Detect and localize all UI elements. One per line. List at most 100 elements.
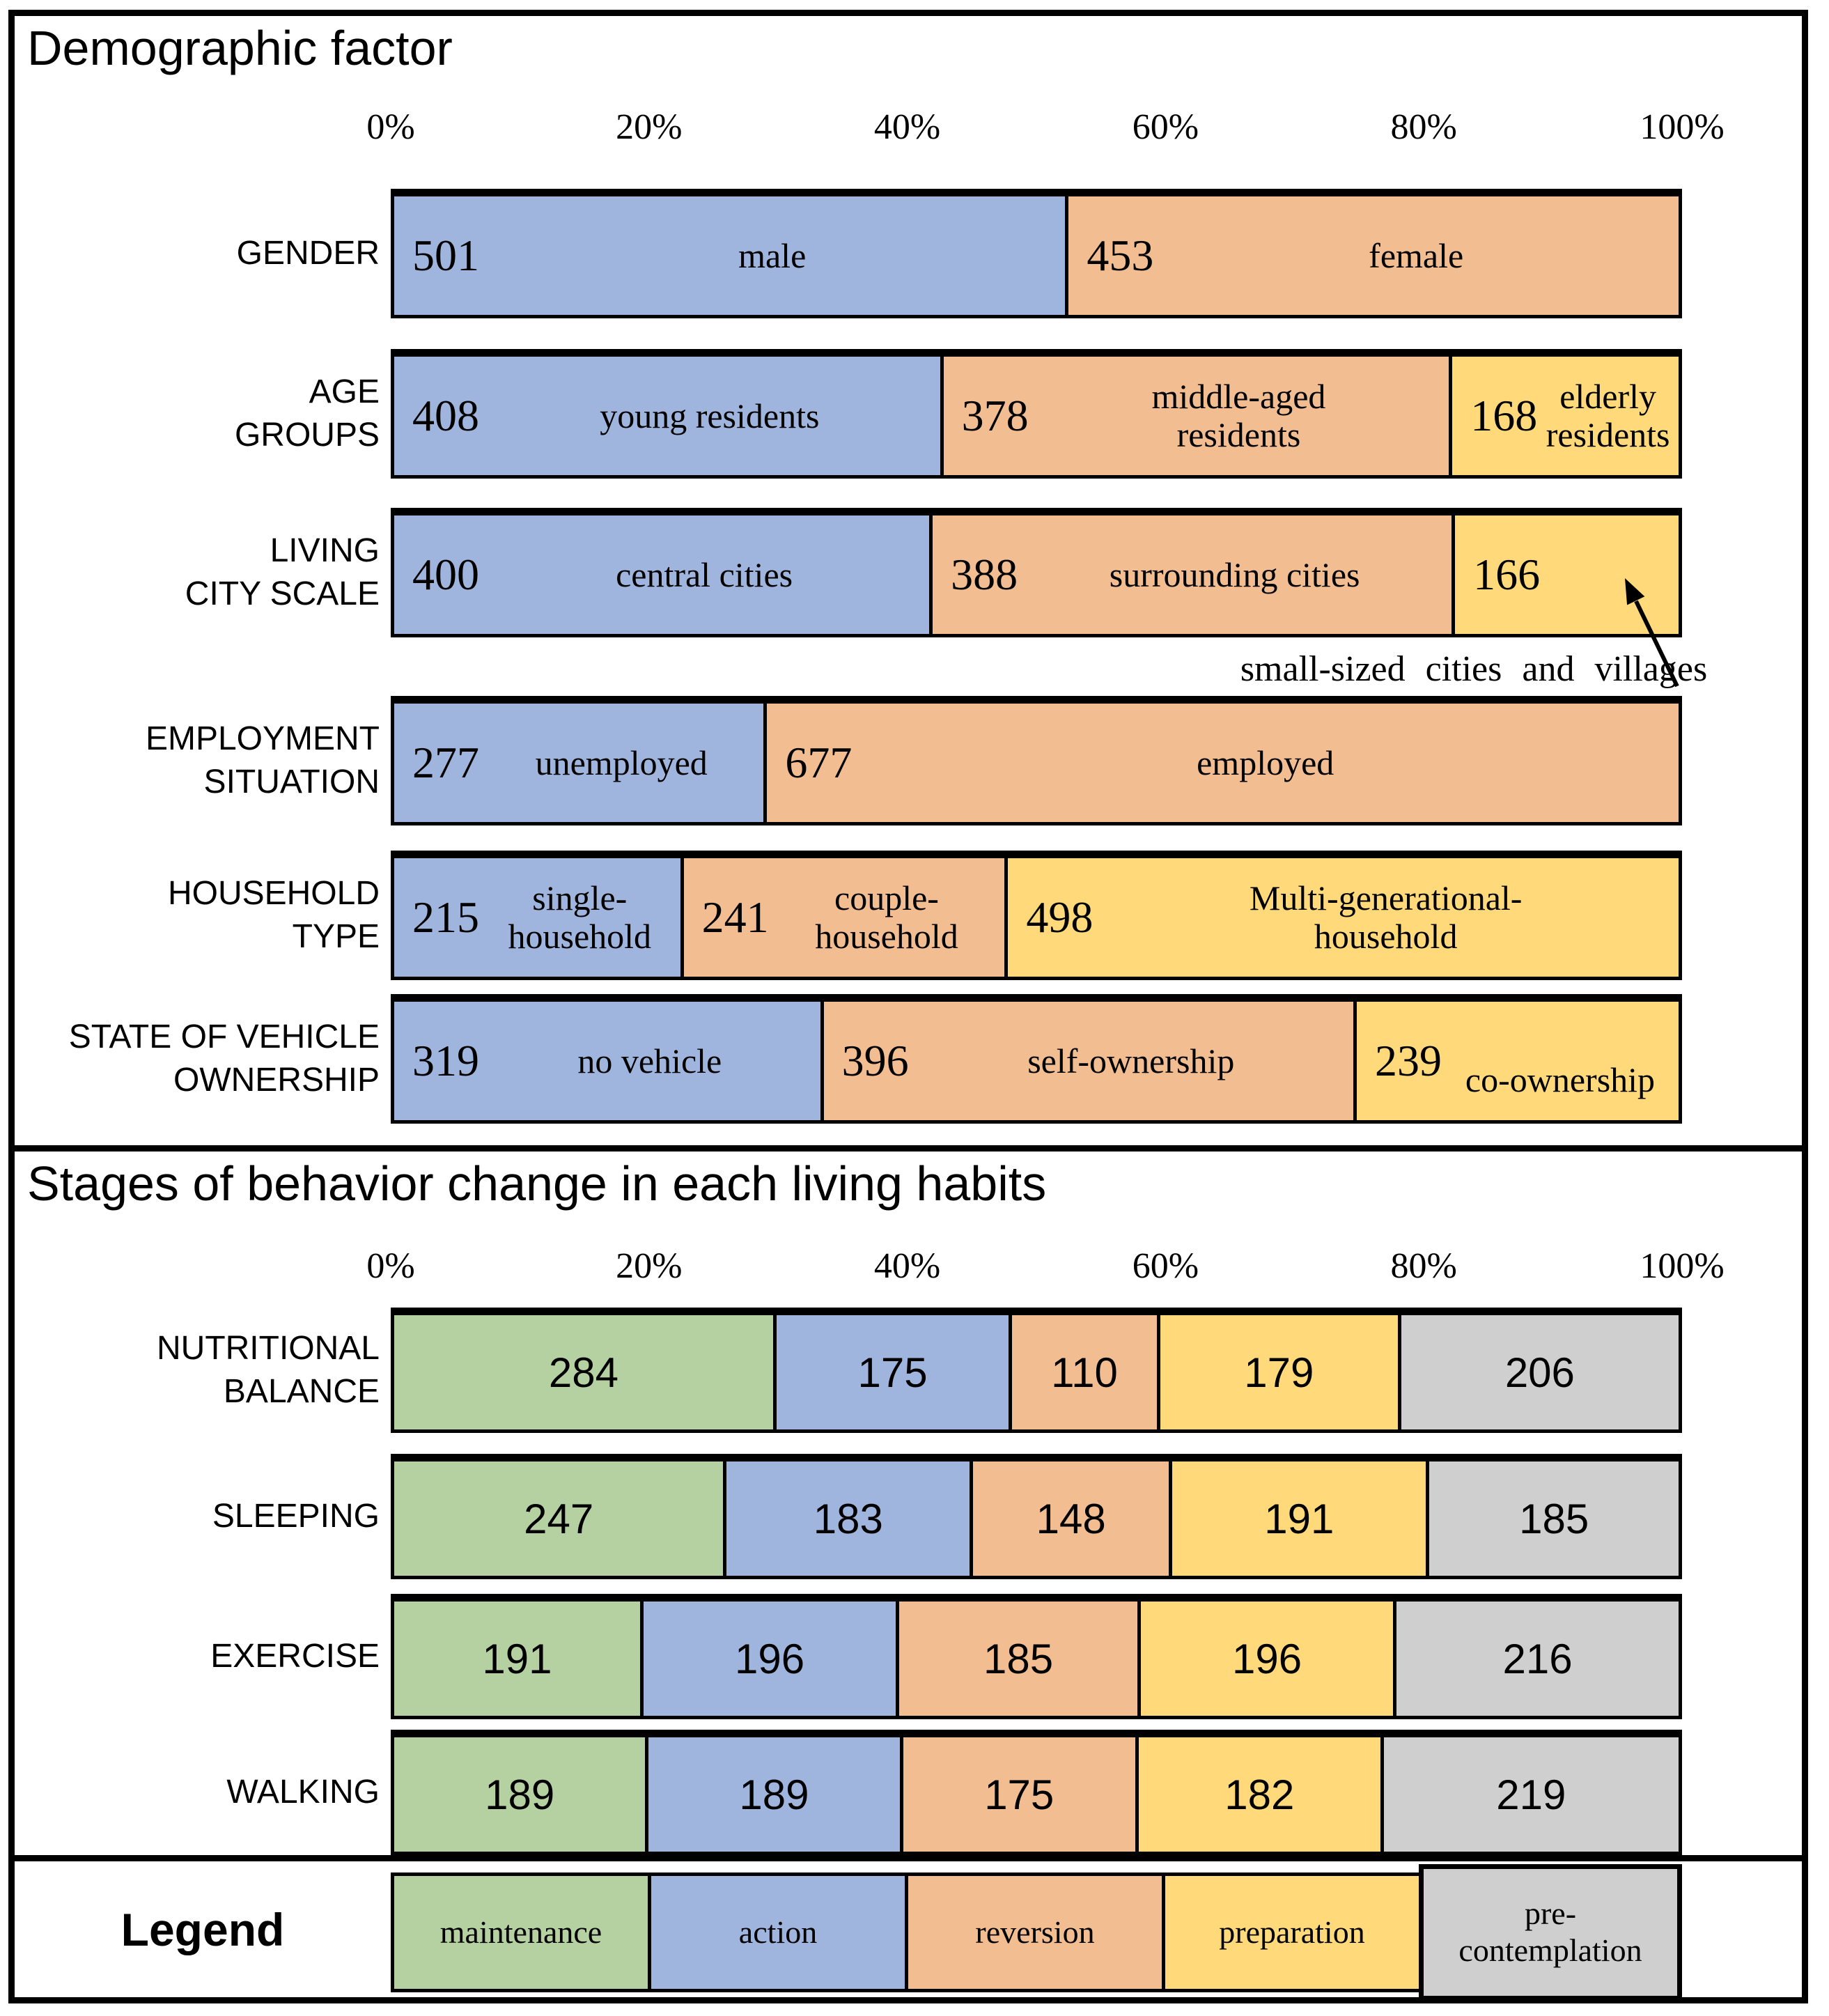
segment-value: 677 — [785, 738, 853, 787]
bar-segment: 501 male — [394, 196, 1069, 315]
segment-label: male — [738, 235, 807, 275]
segment-label: no vehicle — [577, 1041, 722, 1080]
bar-segment: 196 — [643, 1602, 900, 1716]
segment-value: 175 — [984, 1771, 1054, 1818]
axis-tick-label: 40% — [873, 1246, 941, 1286]
bar-segment: 191 — [394, 1602, 644, 1716]
axis-tick-label: 20% — [616, 107, 683, 147]
segment-label: surrounding cities — [1109, 555, 1360, 594]
annotation-small-sized-cities: small-sized cities and villages — [1240, 649, 1708, 689]
panel-stages: Stages of behavior change in each living… — [15, 1152, 1802, 1861]
bar-segment: 277 unemployed — [394, 704, 768, 822]
row-label: AGE GROUPS — [234, 373, 380, 453]
bar-segment: 183 — [726, 1461, 974, 1576]
segment-value: 216 — [1502, 1635, 1573, 1682]
segment-label: couple- household — [815, 878, 958, 956]
bar-segment: 179 — [1160, 1315, 1401, 1429]
bar-segment: 185 — [899, 1602, 1141, 1716]
panel-demographic-title: Demographic factor — [27, 21, 453, 75]
panel-demographic: Demographic factor 0% 20% 40% 60% 80% 100% GE… — [15, 16, 1802, 1152]
bar-segment: 189 — [648, 1737, 903, 1852]
bar-segment: 215 single- household — [394, 858, 684, 977]
axis-tick-label: 60% — [1132, 107, 1199, 147]
segment-label: central cities — [616, 555, 793, 594]
legend-panel: Legend maintenance action reversion prepara… — [15, 1861, 1802, 2001]
legend-strip: maintenance action reversion preparation pre… — [391, 1864, 1682, 2001]
bar-segment: 216 — [1396, 1602, 1679, 1716]
bar-segment: 110 — [1012, 1315, 1160, 1429]
bar-segment: 175 — [776, 1315, 1013, 1429]
bar-segment: 400 central cities — [394, 515, 933, 634]
segment-value: 110 — [1051, 1349, 1118, 1396]
annotation-arrow-icon — [1625, 578, 1679, 688]
segment-value: 166 — [1473, 550, 1541, 599]
figure-border: Demographic factor 0% 20% 40% 60% 80% 100% GE… — [8, 10, 1808, 2003]
bar-row: 277 unemployed 677 employed — [391, 696, 1682, 825]
segment-value: 189 — [739, 1771, 809, 1818]
segment-label: co-ownership — [1465, 1060, 1656, 1099]
segment-label: young residents — [600, 396, 820, 435]
segment-value: 453 — [1087, 231, 1154, 280]
segment-value: 191 — [1264, 1495, 1334, 1542]
row-label: STATE OF VEHICLE OWNERSHIP — [68, 1018, 380, 1099]
segment-value: 239 — [1375, 1036, 1442, 1085]
bar-segment: 148 — [973, 1461, 1173, 1576]
bar-segment: 319 no vehicle — [394, 1002, 824, 1120]
row-label: GENDER — [236, 234, 380, 272]
axis-tick-label: 20% — [616, 1246, 683, 1286]
axis-tick-label: 100% — [1640, 107, 1725, 147]
segment-value: 319 — [412, 1036, 479, 1085]
bar-segment: 185 — [1429, 1461, 1679, 1576]
segment-value: 183 — [813, 1495, 883, 1542]
legend-item-reversion: reversion — [905, 1872, 1165, 1992]
bar-segment: 498 Multi-generational- household — [1008, 858, 1679, 977]
bar-row: 247 183 148 191 185 — [391, 1454, 1682, 1579]
segment-label: middle-aged residents — [1151, 377, 1326, 454]
bar-segment: 241 couple- household — [683, 858, 1009, 977]
segment-value: 196 — [735, 1635, 805, 1682]
segment-value: 185 — [1519, 1495, 1589, 1542]
segment-value: 191 — [482, 1635, 552, 1682]
axis-tick-label: 0% — [366, 1246, 415, 1286]
segment-value: 182 — [1224, 1771, 1295, 1818]
segment-value: 241 — [701, 892, 769, 942]
segment-value: 196 — [1231, 1635, 1302, 1682]
bar-segment: 677 employed — [767, 704, 1679, 822]
segment-label: female — [1369, 235, 1464, 275]
bar-row: 400 central cities 388 surrounding cities 16… — [391, 508, 1682, 637]
bar-segment: 219 — [1383, 1737, 1679, 1852]
row-label: WALKING — [226, 1773, 380, 1810]
segment-value: 185 — [983, 1635, 1054, 1682]
row-label: EXERCISE — [210, 1637, 380, 1675]
segment-label: single- household — [508, 878, 652, 956]
segment-value: 498 — [1026, 892, 1093, 942]
bar-segment: 206 — [1401, 1315, 1679, 1429]
bar-row: 189 189 175 182 219 — [391, 1730, 1682, 1855]
legend-item-maintenance: maintenance — [391, 1872, 651, 1992]
segment-value: 408 — [412, 391, 479, 440]
bar-segment: 388 surrounding cities — [933, 515, 1456, 634]
bar-segment: 196 — [1140, 1602, 1397, 1716]
bar-segment: 378 middle-aged residents — [943, 357, 1453, 475]
segment-value: 219 — [1496, 1771, 1566, 1818]
axis-tick-label: 60% — [1132, 1246, 1199, 1286]
segment-value: 388 — [951, 550, 1018, 599]
bar-segment: 239 co-ownership — [1357, 1002, 1679, 1120]
segment-value: 175 — [857, 1349, 928, 1396]
row-label: HOUSEHOLD TYPE — [167, 874, 380, 955]
segment-value: 396 — [841, 1036, 909, 1085]
segment-value: 189 — [485, 1771, 555, 1818]
segment-label: employed — [1197, 743, 1334, 782]
segment-label: elderly residents — [1546, 377, 1670, 454]
legend-item-preparation: preparation — [1162, 1872, 1422, 1992]
legend-item-pre-contemplation: pre- contemplation — [1419, 1864, 1682, 2001]
row-label: EMPLOYMENT SITUATION — [145, 720, 380, 800]
segment-value: 501 — [412, 231, 479, 280]
axis-tick-label: 0% — [366, 107, 415, 147]
bar-segment: 408 young residents — [394, 357, 944, 475]
bar-segment: 175 — [903, 1737, 1139, 1852]
segment-value: 148 — [1036, 1495, 1106, 1542]
row-label: NUTRITIONAL BALANCE — [156, 1329, 380, 1410]
bar-segment: 189 — [394, 1737, 649, 1852]
